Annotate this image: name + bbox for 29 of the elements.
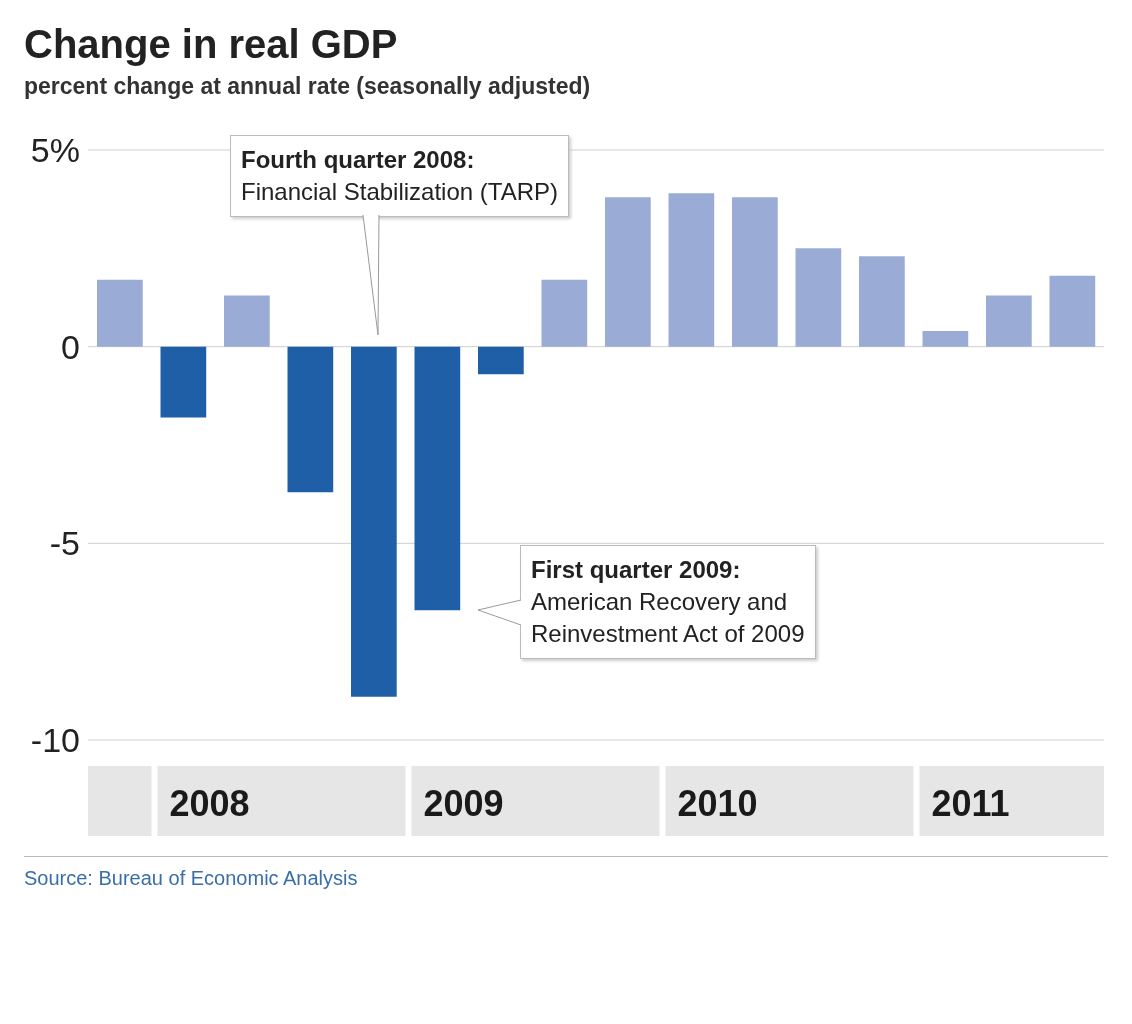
x-tick-label: 2009 — [423, 783, 504, 824]
x-tick-label: 2010 — [677, 783, 758, 824]
x-tick-label: 2008 — [169, 783, 250, 824]
bar — [224, 295, 270, 347]
y-tick-label: 5% — [30, 131, 80, 170]
x-tick-label: 2011 — [931, 783, 1010, 824]
bar — [795, 248, 842, 347]
bar — [922, 330, 969, 347]
annotation: First quarter 2009: American Recovery and Reinvestment Act of 2009 — [531, 555, 805, 649]
chart-title: Change in real GDP — [23, 21, 399, 67]
y-tick-label: -5 — [49, 524, 80, 563]
source-note: Source: Bureau of Economic Analysis — [24, 867, 359, 890]
bar — [541, 279, 588, 347]
bar — [668, 193, 715, 347]
y-tick-label: -10 — [30, 721, 80, 760]
bar — [97, 279, 143, 347]
bar — [478, 346, 524, 375]
y-tick-label: 0 — [61, 327, 80, 366]
bar — [160, 346, 207, 418]
bar — [732, 197, 778, 347]
chart-subtitle: percent change at annual rate (seasonally adjusted) — [23, 72, 592, 101]
bar — [859, 256, 905, 347]
bar — [986, 295, 1032, 347]
bar — [605, 197, 651, 347]
annotation: Fourth quarter 2008: Financial Stabilization (TARP) — [241, 145, 559, 207]
bar — [351, 346, 397, 697]
bar — [287, 346, 334, 493]
bar — [414, 346, 461, 611]
bar — [1049, 275, 1096, 347]
